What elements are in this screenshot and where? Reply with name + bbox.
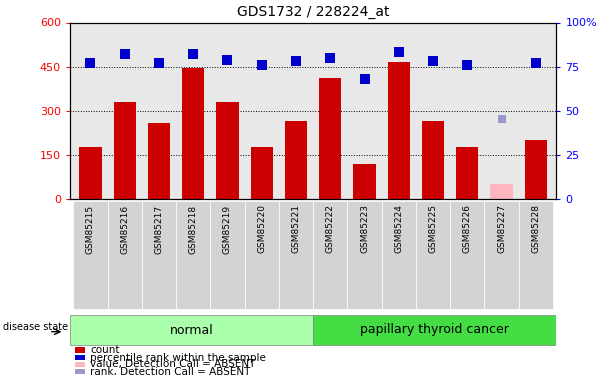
Bar (250, 147, 273, 199)
Bar (79, 147, 102, 199)
Text: papillary thyroid cancer: papillary thyroid cancer (361, 324, 509, 336)
Point (428, 58, 438, 64)
Bar (491, 184, 513, 199)
Text: GSM85226: GSM85226 (463, 204, 472, 254)
Point (188, 51, 198, 57)
Bar (182, 68, 204, 199)
Bar (485, 201, 519, 309)
Text: GSM85223: GSM85223 (360, 204, 369, 254)
Title: GDS1732 / 228224_at: GDS1732 / 228224_at (237, 5, 389, 19)
Text: GSM85219: GSM85219 (223, 204, 232, 254)
Text: GSM85220: GSM85220 (257, 204, 266, 254)
Point (394, 50, 404, 55)
Point (531, 60, 541, 66)
Text: GSM85215: GSM85215 (86, 204, 95, 254)
Bar (142, 201, 176, 309)
Point (154, 60, 164, 66)
Text: percentile rank within the sample: percentile rank within the sample (91, 352, 266, 363)
Bar (114, 102, 136, 199)
Bar (382, 201, 416, 309)
Bar (210, 201, 244, 309)
Bar (319, 78, 341, 199)
Point (497, 116, 506, 122)
Bar (148, 123, 170, 199)
Bar (70, 315, 313, 345)
Bar (456, 147, 478, 199)
Bar (422, 121, 444, 199)
Bar (75, 348, 86, 353)
Text: GSM85222: GSM85222 (326, 204, 335, 253)
Text: GSM85221: GSM85221 (291, 204, 300, 254)
Bar (519, 201, 553, 309)
Text: rank, Detection Call = ABSENT: rank, Detection Call = ABSENT (91, 367, 250, 375)
Bar (75, 362, 86, 367)
Point (120, 51, 130, 57)
Point (257, 62, 266, 68)
Text: GSM85218: GSM85218 (188, 204, 198, 254)
Bar (75, 355, 86, 360)
Text: value, Detection Call = ABSENT: value, Detection Call = ABSENT (91, 359, 256, 369)
Text: normal: normal (170, 324, 213, 336)
Bar (74, 201, 108, 309)
Text: GSM85216: GSM85216 (120, 204, 130, 254)
Bar (216, 102, 238, 199)
Text: GSM85225: GSM85225 (429, 204, 438, 254)
Bar (285, 121, 307, 199)
Text: GSM85224: GSM85224 (394, 204, 403, 253)
Bar (108, 201, 142, 309)
Bar (347, 201, 382, 309)
Point (86, 60, 95, 66)
Text: GSM85217: GSM85217 (154, 204, 164, 254)
Bar (450, 201, 485, 309)
Point (360, 76, 370, 82)
Bar (353, 164, 376, 199)
Point (223, 57, 232, 63)
Text: count: count (91, 345, 120, 355)
Bar (75, 369, 86, 374)
Bar (525, 140, 547, 199)
Bar (176, 201, 210, 309)
Bar (388, 62, 410, 199)
Point (463, 62, 472, 68)
Bar (279, 201, 313, 309)
Bar (244, 201, 279, 309)
Text: GSM85227: GSM85227 (497, 204, 506, 254)
Bar (416, 201, 450, 309)
Point (291, 58, 301, 64)
Bar (313, 201, 347, 309)
Point (325, 55, 335, 61)
Bar (313, 315, 556, 345)
Text: disease state: disease state (4, 322, 69, 332)
Text: GSM85228: GSM85228 (531, 204, 541, 254)
